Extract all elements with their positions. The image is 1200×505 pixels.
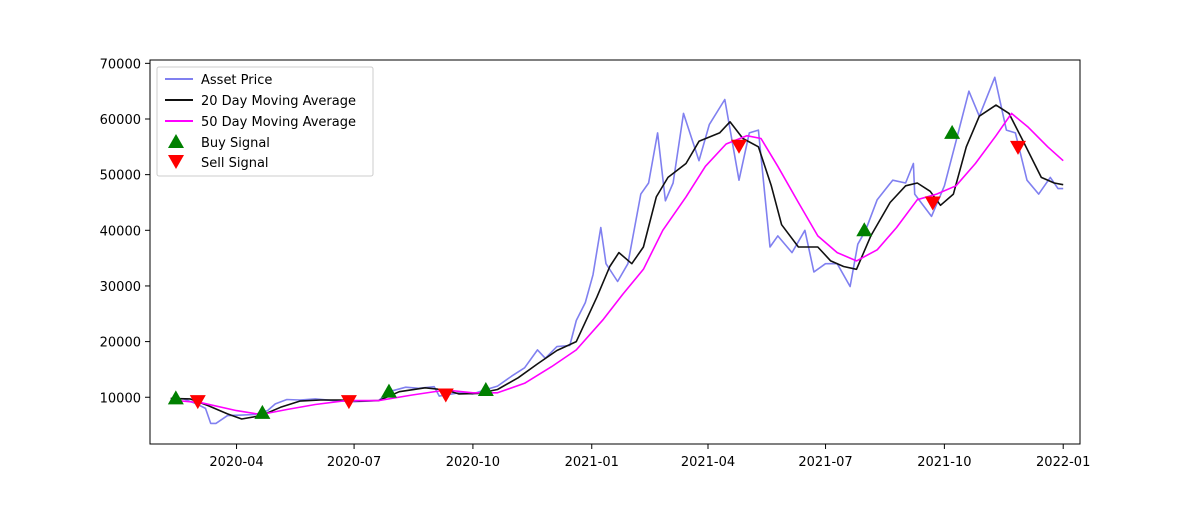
buy-signal-marker-2	[380, 383, 397, 398]
legend-key-sell-signal	[168, 155, 184, 169]
buy-signal-marker-1	[254, 404, 271, 419]
buy-signal-marker-4	[856, 222, 873, 237]
sell-signal-marker-3	[731, 139, 747, 154]
buy-signal-marker-0	[167, 390, 184, 405]
x-tick-label-7: 2022-01	[1036, 455, 1090, 470]
y-tick-label-2: 30000	[100, 280, 141, 295]
legend-label-50-day-ma: 50 Day Moving Average	[201, 115, 356, 130]
series-layer	[167, 76, 1064, 425]
x-tick-label-1: 2020-07	[327, 455, 381, 470]
sell-signal-marker-0	[189, 395, 206, 410]
buy-signal-marker-3	[477, 382, 494, 397]
legend-frame	[156, 66, 374, 177]
y-axis: 10000 20000 30000 40000 50000 60000 70000	[100, 57, 150, 406]
sell-signal-marker-2	[437, 388, 454, 403]
legend-label-asset-price: Asset Price	[201, 73, 272, 88]
x-tick-label-2: 2020-10	[446, 455, 500, 470]
y-tick-label-5: 60000	[100, 113, 141, 128]
y-tick-label-4: 50000	[100, 169, 141, 184]
series-line-50-day-moving-average	[170, 112, 1064, 416]
y-tick-label-6: 70000	[100, 57, 141, 72]
x-tick-label-0: 2020-04	[209, 455, 263, 470]
series-line-asset-price	[170, 76, 1064, 425]
sell-signal-marker-4	[924, 196, 941, 211]
x-tick-label-3: 2021-01	[565, 455, 619, 470]
y-tick-label-3: 40000	[100, 224, 141, 239]
legend: Asset Price 20 Day Moving Average 50 Day…	[156, 66, 374, 177]
legend-label-buy-signal: Buy Signal	[201, 136, 270, 151]
legend-label-20-day-ma: 20 Day Moving Average	[201, 94, 356, 109]
plot-frame	[149, 59, 1081, 445]
buy-signal-marker-5	[944, 124, 961, 139]
x-tick-label-6: 2021-10	[917, 455, 971, 470]
x-axis: 2020-04 2020-07 2020-10 2021-01 2021-04 2021-…	[209, 444, 1090, 470]
y-tick-label-1: 20000	[100, 336, 141, 351]
legend-label-sell-signal: Sell Signal	[201, 156, 269, 171]
y-tick-label-0: 10000	[100, 391, 141, 406]
x-tick-label-4: 2021-04	[681, 455, 735, 470]
legend-key-buy-signal	[168, 134, 184, 148]
x-tick-label-5: 2021-07	[798, 455, 852, 470]
sell-signal-marker-5	[1010, 140, 1026, 155]
sell-signal-marker-1	[340, 395, 357, 410]
